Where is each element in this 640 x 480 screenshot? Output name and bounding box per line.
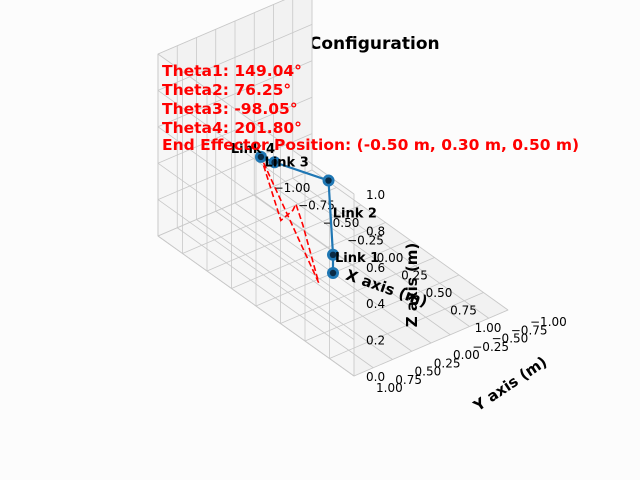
x-tick-label: 1.00	[475, 321, 502, 335]
annotation-theta1: Theta1: 149.04°	[162, 62, 302, 80]
x-tick-label: −0.75	[298, 199, 335, 213]
z-tick-label: 1.0	[366, 188, 385, 202]
grid-line-y-floor	[215, 210, 412, 352]
y-tick-label: −0.75	[511, 323, 548, 337]
x-tick-label: 0.50	[426, 286, 453, 300]
x-tick-label: −1.00	[274, 181, 311, 195]
y-tick-label: 0.00	[453, 348, 480, 362]
x-tick-label: 0.25	[401, 269, 428, 283]
z-axis-label: Z axis (m)	[403, 243, 421, 328]
z-tick-label: 0.2	[366, 334, 385, 348]
trajectory-line	[260, 156, 320, 283]
end-effector-path	[260, 156, 320, 283]
grid-line-z-left	[157, 133, 313, 200]
link-label-1: Link 1	[335, 251, 379, 266]
z-tick-label: 0.8	[366, 224, 385, 238]
x-tick-label: 0.75	[450, 304, 477, 318]
grid-line-y-floor	[196, 219, 393, 360]
grid-line-z-back	[157, 199, 355, 340]
grid-line-y-floor	[311, 169, 509, 311]
annotation-theta2: Theta2: 76.25°	[162, 81, 291, 99]
grid-line-z-left	[157, 24, 313, 91]
grid-line-z-left	[157, 96, 313, 164]
link-label-2: Link 2	[333, 207, 377, 222]
y-tick-label: 1.00	[376, 381, 403, 395]
annotation-end-effector: End Effector Position: (-0.50 m, 0.30 m,…	[162, 136, 579, 154]
axis-panes	[157, 0, 509, 377]
grid-line-z-back	[157, 90, 355, 231]
grid-line-y-floor	[292, 177, 489, 319]
grid-line-y-floor	[254, 194, 451, 336]
grid-line-z-back	[157, 126, 355, 268]
joint-center-1	[329, 251, 337, 258]
z-tick-label: 0.4	[366, 297, 385, 311]
y-axis-label: Y axis (m)	[469, 353, 550, 416]
annotations: Theta1: 149.04° Theta2: 76.25° Theta3: -…	[162, 62, 579, 154]
y-tick-label: −1.00	[530, 315, 567, 329]
grid-line-z-left	[157, 60, 313, 128]
grid-line-z-back	[157, 235, 355, 377]
z-tick-label: 0.6	[366, 261, 385, 275]
grid-line-z-back	[157, 53, 355, 195]
joint-center-0	[329, 269, 337, 277]
y-tick-label: −0.25	[472, 340, 509, 354]
y-tick-label: 0.75	[395, 373, 422, 387]
link-label-3: Link 3	[265, 155, 309, 170]
grid-line-z-left	[157, 0, 286, 55]
joint-center-2	[325, 177, 332, 184]
y-tick-label: 0.25	[434, 356, 461, 370]
z-tick-label: 0.0	[366, 370, 385, 384]
y-tick-label: 0.50	[415, 365, 442, 379]
link-label-4: Link 4	[231, 142, 275, 157]
grid-line-y-floor	[177, 227, 374, 369]
tick-labels: −1.00−0.75−0.50−0.250.000.250.500.751.00…	[274, 181, 567, 395]
y-tick-label: −0.50	[492, 332, 529, 346]
grid-lines	[157, 0, 509, 377]
x-tick-label: 0.00	[377, 251, 404, 265]
joint-center-4	[257, 153, 265, 161]
grid-line-z-back	[157, 162, 355, 304]
grid-line-y-floor	[273, 186, 470, 327]
grid-line-z-left	[157, 169, 313, 237]
annotation-theta3: Theta3: -98.05°	[162, 100, 298, 118]
x-tick-label: −0.25	[347, 234, 384, 248]
annotation-theta4: Theta4: 201.80°	[162, 119, 302, 137]
joint-center-3	[271, 159, 278, 166]
